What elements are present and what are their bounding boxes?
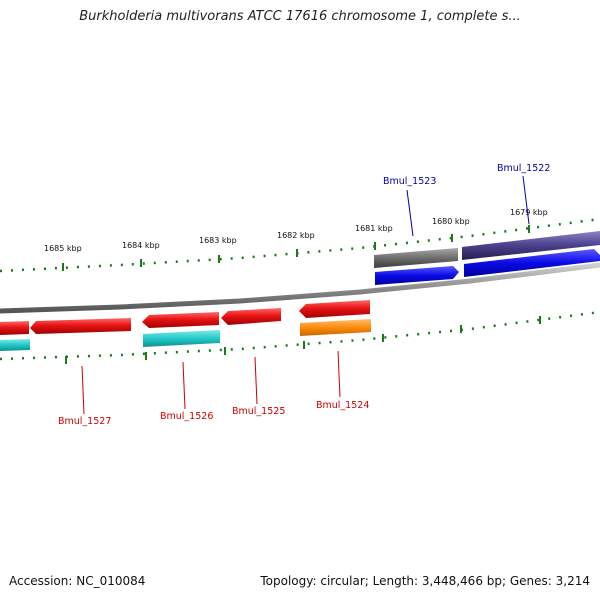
tick-label: 1680 kbp bbox=[432, 217, 470, 226]
outer-tick-track bbox=[0, 217, 600, 273]
label-leader bbox=[337, 350, 341, 398]
tick-label: 1683 kbp bbox=[199, 236, 237, 245]
gene-label[interactable]: Bmul_1525 bbox=[232, 406, 285, 417]
gene-arrow[interactable] bbox=[30, 318, 131, 334]
tick-label: 1682 kbp bbox=[277, 231, 315, 240]
inner-tick-track bbox=[0, 310, 600, 361]
label-leader bbox=[81, 365, 85, 415]
gene-label[interactable]: Bmul_1527 bbox=[58, 416, 111, 427]
gene-feature[interactable] bbox=[300, 319, 371, 336]
major-ticks bbox=[62, 225, 541, 364]
forward-strand-features bbox=[374, 231, 600, 285]
tick-label: 1685 kbp bbox=[44, 244, 82, 253]
genome-backbone bbox=[0, 262, 600, 314]
gray-feature[interactable] bbox=[374, 248, 458, 268]
gene-arrow[interactable] bbox=[221, 308, 281, 325]
gene-label[interactable]: Bmul_1522 bbox=[497, 163, 550, 174]
reverse-strand-features bbox=[0, 300, 371, 351]
tick-labels: 1685 kbp 1684 kbp 1683 kbp 1682 kbp 1681… bbox=[44, 208, 548, 253]
rna-feature[interactable] bbox=[0, 339, 30, 351]
rna-feature[interactable] bbox=[143, 330, 220, 347]
label-leader bbox=[182, 361, 186, 410]
map-title: Burkholderia multivorans ATCC 17616 chro… bbox=[79, 9, 521, 24]
label-leader bbox=[254, 356, 258, 405]
accession-text: Accession: NC_010084 bbox=[9, 574, 146, 588]
gene-label[interactable]: Bmul_1526 bbox=[160, 411, 213, 422]
label-leaders bbox=[81, 175, 530, 415]
label-leader bbox=[406, 189, 414, 237]
gene-arrow[interactable] bbox=[299, 300, 370, 318]
tick-label: 1681 kbp bbox=[355, 224, 393, 233]
slate-feature[interactable] bbox=[462, 231, 600, 260]
tick-label: 1684 kbp bbox=[122, 241, 160, 250]
gene-labels: Bmul_1527 Bmul_1526 Bmul_1525 Bmul_1524 … bbox=[58, 163, 550, 427]
label-leader bbox=[522, 175, 530, 225]
gene-arrow[interactable] bbox=[142, 312, 219, 328]
gene-arrow[interactable] bbox=[375, 266, 459, 285]
gene-label[interactable]: Bmul_1523 bbox=[383, 176, 436, 187]
gene-arrow[interactable] bbox=[464, 249, 600, 277]
gene-label[interactable]: Bmul_1524 bbox=[316, 400, 369, 411]
tick-label: 1679 kbp bbox=[510, 208, 548, 217]
gene-arrow[interactable] bbox=[0, 321, 29, 335]
genome-summary-text: Topology: circular; Length: 3,448,466 bp… bbox=[260, 574, 590, 588]
